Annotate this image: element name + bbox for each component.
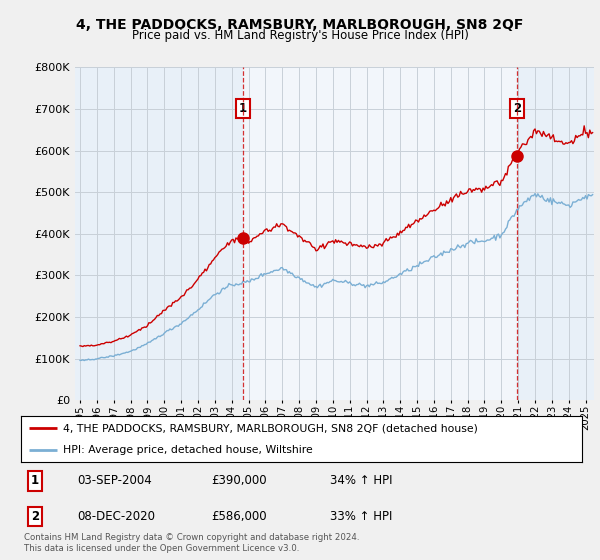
Text: 4, THE PADDOCKS, RAMSBURY, MARLBOROUGH, SN8 2QF: 4, THE PADDOCKS, RAMSBURY, MARLBOROUGH, … [76, 18, 524, 32]
Text: HPI: Average price, detached house, Wiltshire: HPI: Average price, detached house, Wilt… [63, 445, 313, 455]
Bar [243, 67, 517, 400]
Text: 03-SEP-2004: 03-SEP-2004 [77, 474, 152, 487]
Text: 08-DEC-2020: 08-DEC-2020 [77, 510, 155, 523]
Text: Price paid vs. HM Land Registry's House Price Index (HPI): Price paid vs. HM Land Registry's House … [131, 29, 469, 42]
Text: 1: 1 [239, 102, 247, 115]
Text: Contains HM Land Registry data © Crown copyright and database right 2024.
This d: Contains HM Land Registry data © Crown c… [24, 533, 359, 553]
Text: 34% ↑ HPI: 34% ↑ HPI [329, 474, 392, 487]
Text: 4, THE PADDOCKS, RAMSBURY, MARLBOROUGH, SN8 2QF (detached house): 4, THE PADDOCKS, RAMSBURY, MARLBOROUGH, … [63, 423, 478, 433]
Text: 2: 2 [31, 510, 39, 523]
Text: 2: 2 [513, 102, 521, 115]
Text: 33% ↑ HPI: 33% ↑ HPI [329, 510, 392, 523]
Text: 1: 1 [31, 474, 39, 487]
Text: £390,000: £390,000 [212, 474, 268, 487]
Text: £586,000: £586,000 [212, 510, 268, 523]
